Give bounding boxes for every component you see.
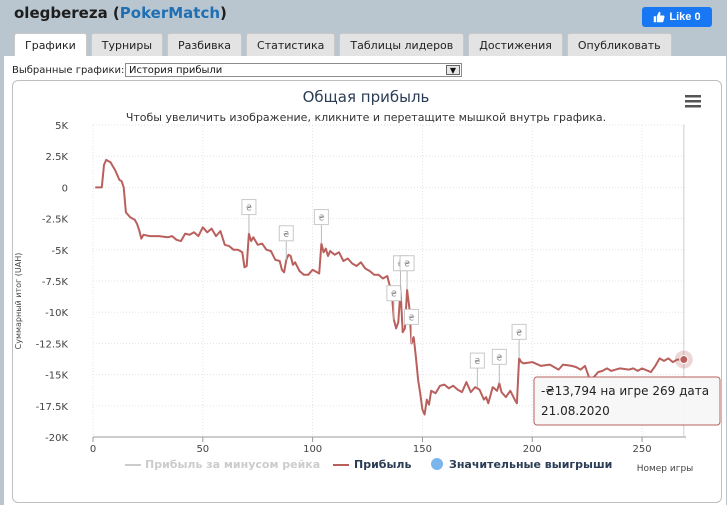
profit-series-line bbox=[95, 158, 684, 416]
graph-selector-label: Выбранные графики: bbox=[12, 65, 125, 76]
chart-subtitle: Чтобы увеличить изображение, кликните и … bbox=[126, 111, 606, 124]
y-tick-label: -15K bbox=[45, 371, 68, 382]
thumbs-up-icon bbox=[654, 11, 665, 23]
tooltip-box bbox=[533, 376, 721, 426]
flag-box bbox=[469, 352, 485, 369]
y-tick-label: -17.5K bbox=[36, 402, 69, 413]
tab-breakdown[interactable]: Разбивка bbox=[167, 33, 243, 56]
site-link[interactable]: PokerMatch bbox=[119, 4, 221, 22]
legend-rake-label: Прибыль за минусом рейка bbox=[145, 458, 320, 471]
x-tick-label: 200 bbox=[523, 444, 542, 455]
y-tick-label: -7.5K bbox=[42, 277, 69, 288]
tab-graphs[interactable]: Графики bbox=[14, 33, 87, 57]
facebook-like-button[interactable]: Like 0 bbox=[642, 7, 712, 27]
flag-label: ₴ bbox=[404, 260, 410, 269]
flag-label: ₴ bbox=[516, 328, 522, 337]
flag-box bbox=[386, 285, 402, 302]
flag-label: ₴ bbox=[474, 357, 480, 366]
content-panel: Выбранные графики: История прибыли ▼ Общ… bbox=[4, 56, 726, 505]
x-tick-label: 150 bbox=[413, 444, 432, 455]
facebook-like-label: Like 0 bbox=[669, 11, 701, 23]
flag-label: ₴ bbox=[496, 353, 502, 362]
chart-container[interactable]: Общая прибыль Чтобы увеличить изображени… bbox=[12, 80, 722, 503]
significant-win-flag: ₴ bbox=[469, 352, 485, 388]
x-tick-label: 0 bbox=[90, 444, 96, 455]
x-tick-label: 250 bbox=[633, 444, 652, 455]
y-tick-label: -5K bbox=[51, 246, 68, 257]
player-title: olegbereza (PokerMatch) bbox=[14, 4, 227, 22]
significant-wins-markers: ₴₴₴₴₴₴₴₴₴₴ bbox=[241, 199, 527, 388]
y-tick-label: -10K bbox=[45, 308, 68, 319]
graph-selector-dropdown[interactable]: История прибыли ▼ bbox=[125, 63, 462, 77]
flag-box bbox=[241, 199, 257, 216]
chart-legend: Прибыль за минусом рейка Прибыль Значитель… bbox=[125, 458, 612, 471]
y-tick-label: -20K bbox=[45, 433, 68, 444]
flag-box bbox=[399, 255, 415, 272]
significant-win-flag: ₴ bbox=[511, 323, 527, 359]
significant-win-flag: ₴ bbox=[399, 255, 415, 290]
flag-label: ₴ bbox=[408, 313, 414, 322]
significant-win-flag: ₴ bbox=[403, 308, 419, 344]
flag-label: ₴ bbox=[246, 204, 252, 213]
y-tick-label: 5K bbox=[55, 121, 68, 132]
legend-wins-label: Значительные выигрыши bbox=[449, 458, 612, 471]
tab-bar: Графики Турниры Разбивка Статистика Табл… bbox=[14, 32, 676, 57]
y-axis-title: Суммарный итог (UAH) bbox=[14, 253, 23, 350]
y-tick-label: 2.5K bbox=[46, 152, 69, 163]
page-header: olegbereza (PokerMatch) Like 0 Графики Т… bbox=[0, 0, 727, 57]
y-tick-label: -2.5K bbox=[42, 215, 69, 226]
flag-label: ₴ bbox=[283, 230, 289, 239]
legend-wins-swatch bbox=[431, 458, 443, 470]
series-layer bbox=[95, 158, 684, 416]
significant-win-flag: ₴ bbox=[386, 285, 402, 320]
chart-title: Общая прибыль bbox=[303, 88, 430, 106]
tab-achievements[interactable]: Достижения bbox=[468, 33, 563, 56]
significant-win-flag: ₴ bbox=[241, 199, 257, 234]
dropdown-arrow-icon[interactable]: ▼ bbox=[446, 65, 460, 75]
grid-lines bbox=[92, 124, 686, 438]
significant-win-flag: ₴ bbox=[491, 348, 507, 384]
tab-tournaments[interactable]: Турниры bbox=[90, 33, 164, 56]
flag-label: ₴ bbox=[391, 290, 397, 299]
tooltip-line-1: -₴13,794 на игре 269 дата bbox=[541, 384, 709, 398]
significant-win-flag: ₴ bbox=[278, 225, 294, 260]
y-tick-label: -12.5K bbox=[36, 339, 69, 350]
profit-chart[interactable]: Общая прибыль Чтобы увеличить изображени… bbox=[13, 81, 721, 502]
tab-leaderboards[interactable]: Таблицы лидеров bbox=[339, 33, 465, 56]
tab-publish[interactable]: Опубликовать bbox=[566, 33, 672, 56]
flag-label: ₴ bbox=[318, 214, 324, 223]
hover-point bbox=[679, 355, 689, 365]
player-name: olegbereza bbox=[14, 4, 108, 22]
flag-box bbox=[491, 348, 507, 365]
significant-win-flag: ₴ bbox=[313, 209, 329, 244]
y-tick-label: 0 bbox=[62, 183, 68, 194]
x-axis-title: Номер игры bbox=[637, 464, 694, 474]
x-tick-label: 50 bbox=[196, 444, 209, 455]
tooltip-line-2: 21.08.2020 bbox=[541, 404, 610, 418]
flag-box bbox=[313, 209, 329, 226]
chart-tooltip: -₴13,794 на игре 269 дата 21.08.2020 bbox=[533, 350, 721, 426]
flag-box bbox=[278, 225, 294, 242]
legend-profit-label: Прибыль bbox=[354, 458, 411, 471]
flag-box bbox=[511, 323, 527, 340]
flag-box bbox=[403, 308, 419, 325]
graph-selector-value: История прибыли bbox=[129, 64, 223, 76]
x-tick-label: 100 bbox=[303, 444, 322, 455]
chart-menu-icon[interactable] bbox=[685, 95, 701, 108]
tab-statistics[interactable]: Статистика bbox=[246, 33, 336, 56]
